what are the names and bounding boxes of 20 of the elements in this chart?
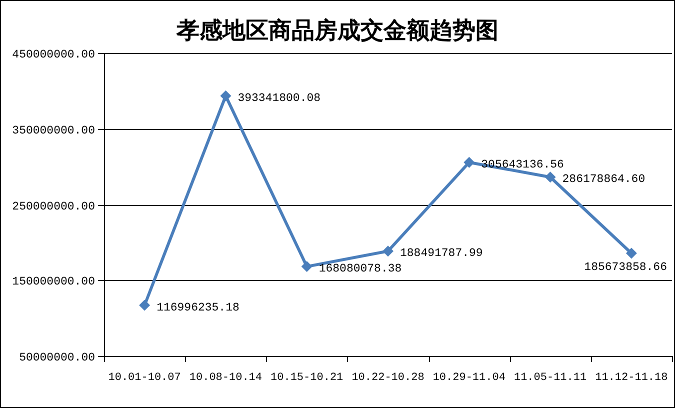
ytick-label: 450000000.00 <box>12 48 95 62</box>
data-label: 305643136.56 <box>481 158 564 172</box>
ytick-label: 50000000.00 <box>19 352 95 364</box>
data-label: 188491787.99 <box>400 247 483 260</box>
ytick-label: 150000000.00 <box>12 276 95 288</box>
xtick-label: 10.01-10.07 <box>108 372 181 384</box>
data-label: 185673858.66 <box>584 261 667 274</box>
xtick-label: 10.29-11.04 <box>432 372 506 384</box>
data-label: 116996235.18 <box>156 301 240 314</box>
data-label: 168080078.38 <box>318 262 402 276</box>
ytick-label: 250000000.00 <box>12 200 95 214</box>
ytick-label: 350000000.00 <box>12 124 95 138</box>
xtick-label: 11.05-11.11 <box>514 372 587 384</box>
data-label: 286178864.60 <box>562 173 646 186</box>
xtick-label: 11.12-11.18 <box>595 372 668 384</box>
data-label: 393341800.08 <box>238 92 321 105</box>
title: 孝感地区商品房成交金额趋势图 <box>176 17 498 44</box>
xtick-label: 10.08-10.14 <box>189 372 262 384</box>
xtick-label: 10.22-10.28 <box>352 372 424 384</box>
xtick-label: 10.15-10.21 <box>270 372 344 384</box>
